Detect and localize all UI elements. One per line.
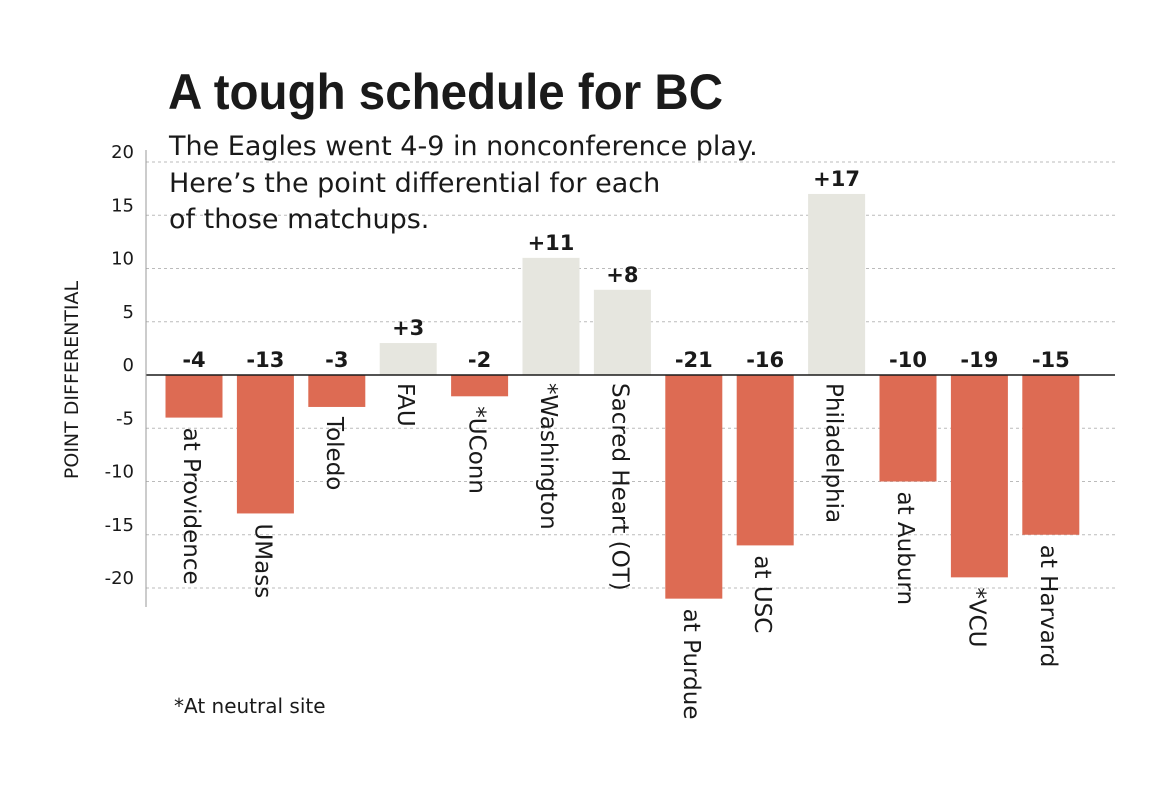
y-tick-label: -20 [105, 568, 134, 589]
data-label: -4 [182, 348, 205, 372]
chart-subtitle-line-3: of those matchups. [169, 204, 429, 235]
data-label: -19 [960, 348, 998, 372]
category-label: UMass [249, 523, 275, 598]
bar [236, 375, 294, 514]
data-label: -2 [468, 348, 491, 372]
category-label: Sacred Heart (OT) [606, 383, 632, 591]
bar [522, 257, 580, 375]
data-label: +17 [813, 167, 860, 191]
y-tick-label: 5 [123, 302, 134, 323]
chart-subtitle-line-1: The Eagles went 4-9 in nonconference pla… [168, 131, 758, 162]
y-tick-label: -5 [116, 408, 134, 429]
bar [736, 375, 794, 546]
category-label: at Harvard [1035, 545, 1061, 668]
y-tick-label: 20 [111, 142, 134, 163]
bar [379, 343, 437, 375]
data-label: -10 [889, 348, 927, 372]
chart-title: A tough schedule for BC [168, 64, 723, 120]
y-tick-label: 15 [111, 195, 134, 216]
bar [1022, 375, 1080, 535]
bar [665, 375, 723, 599]
category-label: at Purdue [678, 609, 704, 720]
category-labels: at Providence UMass Toledo FAU *UConn *Washin… [178, 383, 1061, 720]
category-label: *UConn [464, 406, 490, 494]
y-tick-labels: 20 15 10 5 0 -5 -10 -15 -20 [105, 142, 134, 589]
bar [308, 375, 366, 407]
bar [451, 375, 509, 397]
y-tick-label: -10 [105, 462, 134, 483]
category-label: *Washington [535, 383, 561, 530]
data-label: +3 [392, 316, 424, 340]
chart-subtitle-line-2: Here’s the point differential for each [169, 168, 660, 199]
y-tick-label: -15 [105, 515, 134, 536]
data-label: +8 [606, 263, 638, 287]
data-label: -15 [1032, 348, 1070, 372]
footnote: *At neutral site [174, 694, 326, 718]
value-labels: -4 -13 -3 +3 -2 +11 +8 -21 -16 +17 -10 -19 -15 [182, 167, 1069, 372]
bars [165, 193, 1080, 599]
data-label: -13 [246, 348, 284, 372]
data-label: -21 [675, 348, 713, 372]
bar [593, 289, 651, 375]
bar [165, 375, 223, 418]
bar [808, 193, 866, 375]
category-label: at Providence [178, 428, 204, 585]
bar [879, 375, 937, 482]
data-label: -16 [746, 348, 784, 372]
category-label: at Auburn [892, 492, 918, 606]
y-axis-label: POINT DIFFERENTIAL [61, 280, 83, 479]
category-label: Philadelphia [821, 383, 847, 523]
category-label: Toledo [321, 416, 347, 490]
y-tick-label: 0 [123, 355, 134, 376]
data-label: +11 [528, 231, 575, 255]
bar [950, 375, 1008, 578]
category-label: FAU [392, 383, 418, 427]
data-label: -3 [325, 348, 348, 372]
y-tick-label: 10 [111, 249, 134, 270]
category-label: at USC [749, 555, 775, 633]
category-label: *VCU [963, 587, 989, 647]
